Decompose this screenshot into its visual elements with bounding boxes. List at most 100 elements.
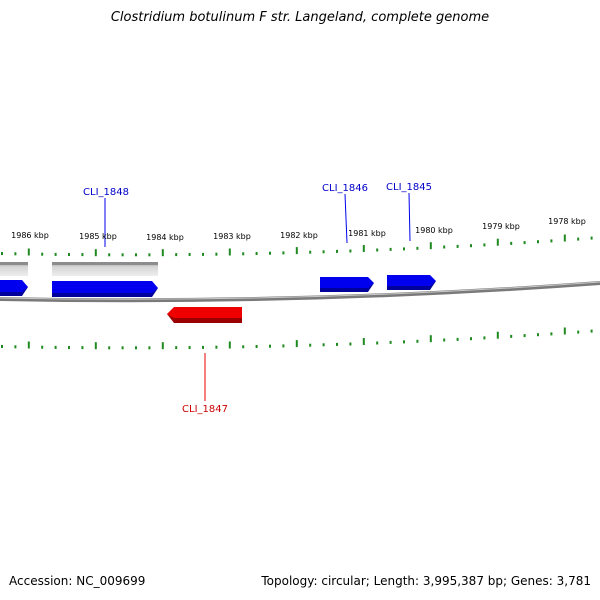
scale-label-1985: 1985 kbp	[79, 232, 117, 241]
scale-tick-bottom-minor	[470, 337, 472, 341]
scale-tick-top-minor	[523, 241, 526, 245]
scale-tick-bottom-minor	[41, 345, 44, 349]
scale-tick-bottom-minor	[14, 345, 17, 349]
scale-tick-top-minor	[188, 253, 191, 256]
scale-tick-bottom-major	[563, 327, 566, 335]
scale-tick-top-minor	[135, 253, 137, 257]
scale-ticks-bottom	[1, 327, 593, 350]
scale-tick-bottom-major	[429, 335, 432, 343]
scale-tick-bottom-major	[228, 341, 231, 349]
scale-tick-top-minor	[443, 245, 446, 249]
scale-tick-top-minor	[202, 252, 204, 256]
genome-backbone	[0, 281, 600, 303]
scale-tick-top-minor	[322, 250, 325, 254]
scale-tick-bottom-major	[94, 342, 97, 350]
scale-tick-top-minor	[349, 249, 352, 253]
genome-title: Clostridium botulinum F str. Langeland, …	[110, 10, 490, 25]
scale-tick-top-minor	[282, 251, 285, 255]
gene-arrow-cli-1847[interactable]	[167, 307, 242, 323]
scale-tick-bottom-minor	[215, 345, 218, 349]
accession-text: Accession: NC_009699	[9, 574, 146, 588]
scale-tick-bottom-minor	[108, 346, 111, 350]
scale-tick-bottom-minor	[443, 338, 446, 342]
scale-tick-top-major	[563, 234, 566, 242]
gene-arrow-cli-1845[interactable]	[387, 275, 436, 290]
scale-tick-bottom-minor	[54, 345, 57, 349]
scale-tick-top-minor	[510, 241, 513, 245]
scale-tick-bottom-minor	[537, 333, 539, 337]
scale-tick-bottom-major	[362, 338, 365, 345]
scale-tick-top-minor	[269, 251, 271, 255]
scale-label-1983: 1983 kbp	[213, 232, 251, 241]
scale-tick-top-minor	[41, 252, 44, 256]
scale-tick-bottom-minor	[1, 345, 3, 348]
scale-tick-bottom-minor	[188, 346, 191, 349]
scale-tick-bottom-major	[27, 341, 30, 349]
label-line-cli-1845	[408, 192, 411, 242]
scale-tick-top-minor	[255, 252, 258, 255]
scale-tick-top-minor	[68, 253, 70, 256]
scale-tick-bottom-minor	[510, 334, 513, 338]
scale-tick-top-major	[161, 249, 164, 257]
scale-tick-bottom-minor	[175, 346, 178, 350]
scale-tick-bottom-minor	[202, 345, 204, 349]
scale-tick-bottom-major	[161, 342, 164, 350]
scale-tick-top-major	[27, 248, 30, 256]
gene-label-cli-1845[interactable]: CLI_1845	[386, 182, 432, 193]
scale-tick-bottom-minor	[376, 341, 379, 345]
scale-tick-top-minor	[215, 252, 218, 256]
scale-tick-bottom-minor	[135, 346, 137, 350]
feature-gray-1848-region	[52, 262, 158, 276]
scale-tick-bottom-minor	[416, 339, 419, 343]
scale-tick-top-minor	[148, 253, 151, 257]
gene-arrow-left-edge[interactable]	[0, 280, 28, 296]
scale-tick-bottom-minor	[282, 344, 285, 348]
scale-tick-top-minor	[590, 236, 593, 240]
scale-tick-top-minor	[309, 250, 312, 254]
scale-tick-bottom-minor	[242, 345, 245, 349]
label-line-cli-1846	[344, 193, 348, 244]
scale-tick-bottom-minor	[590, 329, 593, 333]
scale-tick-top-minor	[483, 243, 486, 247]
genome-backbone-highlight	[0, 281, 600, 300]
scale-label-1978: 1978 kbp	[548, 217, 586, 226]
scale-tick-top-minor	[81, 253, 84, 257]
scale-ticks-top	[1, 234, 593, 257]
scale-tick-top-major	[295, 247, 298, 255]
scale-tick-top-minor	[121, 253, 124, 257]
scale-tick-bottom-major	[295, 340, 298, 348]
scale-tick-bottom-minor	[336, 342, 338, 346]
scale-tick-top-major	[94, 249, 97, 257]
gene-label-cli-1847[interactable]: CLI_1847	[182, 404, 228, 415]
gene-arrow-cli-1848[interactable]	[52, 281, 158, 297]
scale-tick-bottom-minor	[389, 340, 392, 344]
scale-tick-top-major	[228, 248, 231, 256]
gene-arrow-cli-1846[interactable]	[320, 277, 374, 292]
scale-tick-top-minor	[14, 252, 17, 256]
scale-tick-bottom-minor	[121, 346, 124, 350]
scale-tick-bottom-minor	[523, 334, 526, 338]
scale-label-1980: 1980 kbp	[415, 226, 453, 235]
scale-label-1982: 1982 kbp	[280, 231, 318, 240]
scale-tick-top-minor	[577, 237, 580, 241]
scale-label-1981: 1981 kbp	[348, 229, 386, 238]
scale-label-1984: 1984 kbp	[146, 233, 184, 242]
scale-tick-bottom-minor	[349, 342, 352, 346]
scale-tick-top-minor	[242, 252, 245, 256]
scale-tick-top-minor	[456, 244, 459, 248]
scale-tick-top-minor	[537, 240, 539, 244]
scale-tick-bottom-minor	[269, 344, 271, 348]
scale-label-1979: 1979 kbp	[482, 222, 520, 231]
feature-gray-left	[0, 262, 28, 276]
gene-label-cli-1848[interactable]: CLI_1848	[83, 187, 129, 198]
scale-tick-bottom-minor	[68, 346, 70, 349]
scale-tick-top-minor	[1, 252, 3, 255]
scale-tick-bottom-minor	[550, 332, 553, 336]
scale-tick-top-minor	[403, 247, 405, 251]
scale-label-1986: 1986 kbp	[11, 231, 49, 240]
gene-label-cli-1846[interactable]: CLI_1846	[322, 183, 368, 194]
scale-tick-bottom-minor	[403, 340, 405, 344]
scale-tick-bottom-minor	[322, 343, 325, 347]
